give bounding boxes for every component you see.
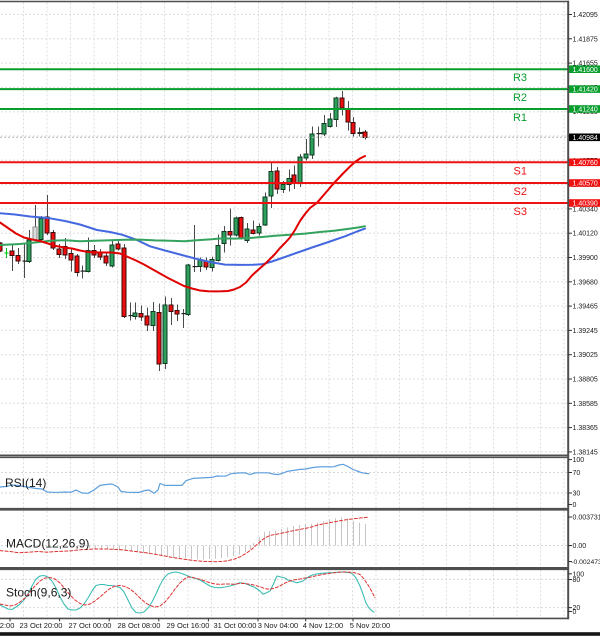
svg-text:70: 70	[573, 470, 581, 477]
svg-text:Stoch(9,6,3): Stoch(9,6,3)	[6, 586, 71, 600]
svg-text:1.39900: 1.39900	[573, 255, 598, 262]
svg-text:1.41875: 1.41875	[573, 36, 598, 43]
svg-text:0.00: 0.00	[573, 543, 587, 550]
svg-text:S3: S3	[514, 206, 527, 218]
svg-text:1.39680: 1.39680	[573, 279, 598, 286]
svg-text:MACD(12,26,9): MACD(12,26,9)	[6, 537, 89, 551]
svg-text:1.40390: 1.40390	[573, 201, 598, 208]
svg-text:29 Oct 16:00: 29 Oct 16:00	[167, 621, 210, 630]
svg-text:-0.002473: -0.002473	[571, 559, 600, 566]
svg-text:1.39245: 1.39245	[573, 328, 598, 335]
svg-text:1.38365: 1.38365	[573, 425, 598, 432]
svg-text:27 Oct 00:00: 27 Oct 00:00	[69, 621, 112, 630]
svg-text:1.39025: 1.39025	[573, 352, 598, 359]
svg-text:1.40760: 1.40760	[573, 160, 598, 167]
svg-text:1.38805: 1.38805	[573, 377, 598, 384]
svg-text:1.40984: 1.40984	[573, 135, 598, 142]
svg-text:3 Nov 04:00: 3 Nov 04:00	[258, 621, 298, 630]
svg-text:RSI(14): RSI(14)	[5, 476, 46, 490]
svg-text:100: 100	[573, 457, 585, 464]
svg-text:1.40120: 1.40120	[573, 231, 598, 238]
svg-text:0: 0	[573, 609, 577, 616]
svg-text:1.41420: 1.41420	[573, 87, 598, 94]
svg-text:1.39465: 1.39465	[573, 304, 598, 311]
svg-text:12:00: 12:00	[0, 621, 14, 630]
svg-text:R1: R1	[513, 112, 527, 124]
svg-text:0: 0	[573, 502, 577, 509]
svg-text:30: 30	[573, 491, 581, 498]
svg-text:23 Oct 20:00: 23 Oct 20:00	[20, 621, 63, 630]
svg-text:S1: S1	[514, 166, 527, 178]
svg-text:1.38145: 1.38145	[573, 449, 598, 456]
svg-text:1.42095: 1.42095	[573, 12, 598, 19]
svg-text:1.41600: 1.41600	[573, 67, 598, 74]
svg-text:80: 80	[573, 577, 581, 584]
svg-text:1.40570: 1.40570	[573, 181, 598, 188]
svg-text:R2: R2	[513, 92, 527, 104]
svg-text:S2: S2	[514, 186, 527, 198]
svg-text:28 Oct 08:00: 28 Oct 08:00	[118, 621, 161, 630]
svg-text:1.38585: 1.38585	[573, 401, 598, 408]
svg-text:4 Nov 12:00: 4 Nov 12:00	[303, 621, 343, 630]
svg-text:0.003731: 0.003731	[573, 515, 600, 522]
svg-text:31 Oct 00:00: 31 Oct 00:00	[214, 621, 257, 630]
svg-text:1.41240: 1.41240	[573, 107, 598, 114]
svg-text:R3: R3	[513, 72, 527, 84]
svg-text:5 Nov 20:00: 5 Nov 20:00	[350, 621, 390, 630]
